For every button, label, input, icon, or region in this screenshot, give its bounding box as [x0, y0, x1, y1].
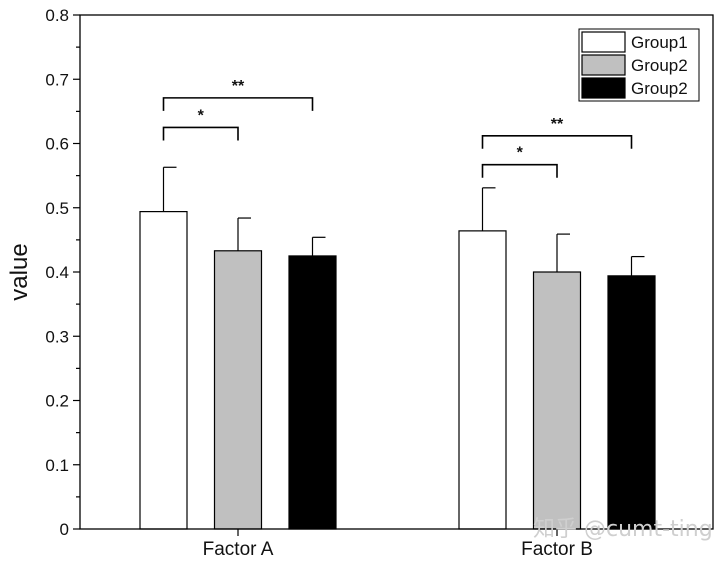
y-tick-label-8: 0.8 — [45, 6, 69, 25]
legend-swatch-1 — [581, 31, 626, 53]
legend-label-1: Group1 — [631, 33, 688, 52]
significance-label-1: * — [198, 107, 205, 124]
bar-2-series-3 — [607, 275, 656, 530]
error-bars-layer — [162, 166, 645, 276]
legend-swatch-3 — [581, 77, 626, 99]
significance-bracket-4 — [481, 134, 633, 149]
x-axis: Factor A Factor B — [203, 529, 593, 560]
legend: Group1 Group2 Group2 — [578, 28, 700, 102]
bar-1-series-3 — [288, 255, 337, 530]
y-axis-title: value — [6, 243, 33, 300]
y-tick-label-6: 0.6 — [45, 135, 69, 154]
bars-layer — [139, 211, 656, 530]
x-tick-label-2: Factor B — [521, 539, 593, 560]
significance-bracket-3 — [481, 163, 558, 178]
bar-2-series-2 — [532, 271, 582, 530]
bar-2-series-1 — [458, 230, 507, 530]
y-tick-label-3: 0.3 — [45, 327, 69, 346]
significance-label-3: * — [517, 145, 524, 162]
y-tick-label-2: 0.2 — [45, 392, 69, 411]
legend-swatch-2 — [581, 54, 626, 76]
bar-1-series-1 — [139, 211, 188, 530]
y-axis: 0 0.1 0.2 0.3 0.4 0.5 0.6 0.7 0.8 — [45, 6, 80, 539]
significance-label-4: ** — [551, 116, 564, 133]
significance-bracket-1 — [162, 126, 239, 141]
legend-label-3: Group2 — [631, 79, 688, 98]
significance-bracket-2 — [162, 97, 314, 111]
legend-label-2: Group2 — [631, 56, 688, 75]
y-tick-label-1: 0.1 — [45, 456, 69, 475]
watermark: 知乎 @cumt-ting — [533, 517, 713, 542]
y-tick-label-0: 0 — [60, 520, 69, 539]
bar-1-series-2 — [213, 250, 263, 530]
y-tick-label-7: 0.7 — [45, 70, 69, 89]
y-tick-label-4: 0.4 — [45, 263, 69, 282]
significance-label-2: ** — [232, 78, 245, 95]
y-tick-label-5: 0.5 — [45, 199, 69, 218]
x-tick-label-1: Factor A — [203, 539, 274, 560]
significance-layer: ****** — [162, 78, 633, 178]
